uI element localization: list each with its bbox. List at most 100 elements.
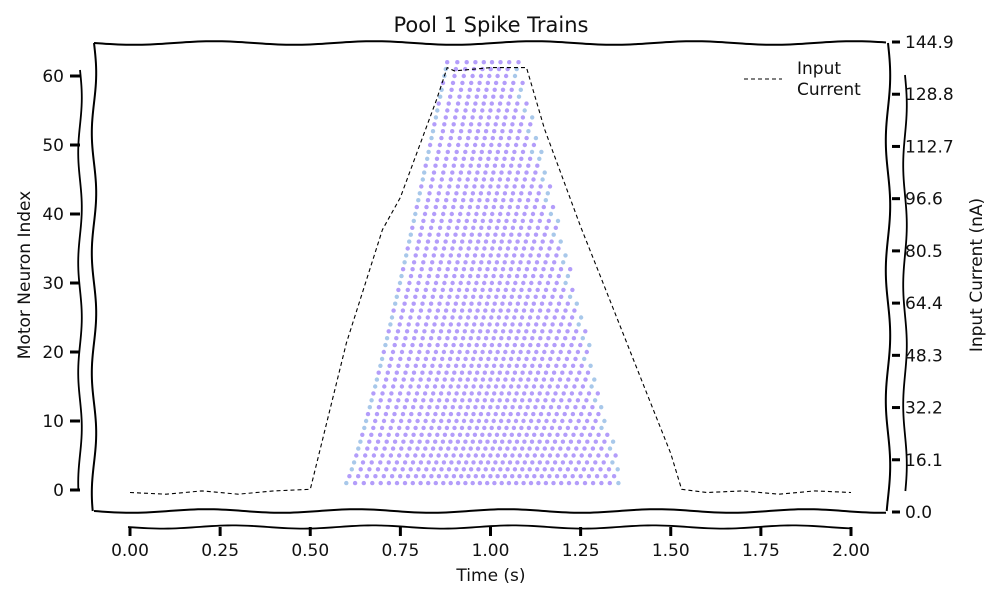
spike-dot: [526, 260, 531, 265]
spike-dot: [478, 115, 483, 120]
spike-dot: [453, 336, 458, 341]
spike-dot: [421, 425, 426, 431]
spike-dot: [569, 342, 574, 348]
spike-dot: [535, 287, 540, 293]
spike-dot: [578, 342, 583, 348]
spike-dot: [402, 301, 407, 306]
spike-dot: [530, 115, 535, 120]
spike-dot: [493, 384, 499, 389]
spike-dot: [501, 122, 507, 127]
spike-dot: [517, 432, 522, 437]
spike-dot: [508, 411, 513, 417]
spike-dot: [417, 191, 422, 196]
spike-dot: [552, 460, 558, 465]
y2-tick-label: 16.1: [905, 451, 943, 471]
spike-dot: [472, 142, 478, 148]
spike-dot: [515, 239, 520, 244]
spike-dot: [536, 480, 541, 486]
spike-dot: [532, 329, 537, 334]
spike-dot: [423, 446, 428, 451]
spike-dot: [522, 336, 527, 341]
spike-dot: [464, 142, 469, 148]
y2-axis-label: Input Current (nA): [967, 198, 987, 352]
spike-dot: [543, 370, 549, 375]
spike-dot: [449, 460, 454, 465]
spike-dot: [526, 349, 531, 355]
spike-dot: [529, 184, 534, 189]
spike-dot: [505, 142, 510, 148]
spike-dot: [507, 135, 512, 141]
spike-dot: [380, 391, 385, 396]
spike-dot: [405, 425, 410, 431]
spike-dot: [442, 405, 448, 410]
spike-dot: [408, 349, 413, 355]
spike-dot: [431, 170, 437, 175]
spike-dot: [564, 405, 570, 410]
spike-dot: [518, 122, 524, 127]
spike-dot: [529, 391, 535, 396]
spike-dot: [449, 211, 454, 217]
spike-dot: [541, 377, 547, 382]
spike-dot: [502, 432, 507, 437]
spike-dot: [503, 349, 508, 355]
spike-dot: [492, 87, 497, 93]
spike-dot: [448, 94, 453, 99]
spike-dot: [565, 301, 570, 306]
x-tick-label: 1.25: [562, 541, 600, 561]
spike-dot: [606, 467, 612, 472]
spike-dot: [472, 349, 478, 355]
spike-dot: [546, 411, 551, 417]
spike-dot: [478, 156, 483, 161]
spike-dot: [545, 363, 551, 368]
spike-dot: [509, 198, 514, 203]
spike-dot: [499, 170, 504, 175]
spike-dot: [514, 273, 520, 279]
spike-dot: [369, 460, 374, 465]
spike-dot: [547, 184, 553, 189]
spike-dot: [549, 377, 555, 382]
spike-dot: [500, 439, 505, 444]
spike-dot: [520, 342, 525, 348]
spike-dot: [374, 411, 380, 417]
spike-dot: [574, 446, 579, 451]
x-tick-label: 2.00: [832, 541, 870, 561]
spike-dot: [495, 405, 500, 410]
spike-dot: [559, 398, 564, 403]
spike-dot: [555, 218, 561, 224]
spike-dot: [442, 204, 447, 210]
spike-dot: [423, 322, 429, 327]
spike-dot: [507, 60, 512, 65]
spike-dot: [447, 142, 452, 148]
spike-dot: [446, 363, 451, 368]
spike-dot: [495, 149, 501, 155]
spike-dot: [388, 453, 394, 458]
spike-dot: [446, 225, 451, 230]
spike-dot: [375, 439, 381, 444]
spike-dot: [426, 460, 431, 465]
spike-dot: [407, 239, 412, 244]
spike-dot: [557, 377, 563, 382]
spike-dot: [610, 460, 615, 465]
spike-dot: [454, 329, 460, 334]
spike-dot: [400, 308, 406, 313]
spike-dot: [506, 308, 511, 313]
spike-dot: [428, 301, 434, 306]
spike-dot: [505, 370, 510, 375]
spike-dot: [416, 467, 421, 472]
spike-dot: [476, 363, 482, 368]
spike-dot: [568, 460, 573, 465]
spike-dot: [467, 308, 473, 313]
y2-tick-label: 96.6: [905, 190, 943, 210]
spike-dot: [406, 356, 412, 362]
spike-dot: [507, 460, 513, 465]
spike-dot: [402, 460, 408, 465]
spike-dot: [417, 411, 422, 417]
spike-dot: [504, 315, 509, 320]
spike-dot: [424, 467, 429, 472]
spike-dot: [531, 411, 536, 417]
spike-dot: [504, 342, 510, 348]
spike-dot: [517, 232, 522, 237]
spike-dot: [425, 411, 430, 417]
spike-dot: [550, 322, 555, 327]
spike-dot: [405, 474, 411, 479]
